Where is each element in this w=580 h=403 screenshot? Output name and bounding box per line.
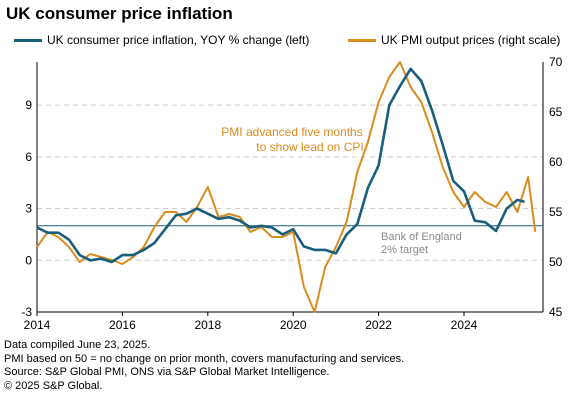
legend-swatch-pmi bbox=[348, 38, 376, 42]
x-tick-label: 2020 bbox=[280, 318, 307, 332]
y-left-tick-label: 0 bbox=[25, 253, 32, 267]
annotation-line2: to show lead on CPI bbox=[256, 140, 363, 154]
y-left-tick-label: 9 bbox=[25, 98, 32, 112]
footnote-copyright: © 2025 S&P Global. bbox=[4, 379, 103, 392]
y-right-tick-label: 50 bbox=[549, 255, 563, 269]
y-right-tick-label: 55 bbox=[549, 205, 563, 219]
legend-item-cpi: UK consumer price inflation, YOY % chang… bbox=[14, 33, 309, 47]
reference-label-line1: Bank of England bbox=[381, 231, 462, 243]
x-tick-label: 2014 bbox=[24, 318, 51, 332]
reference-label-line2: 2% target bbox=[381, 244, 428, 256]
annotation-line1: PMI advanced five months bbox=[221, 125, 362, 139]
legend-swatch-cpi bbox=[14, 38, 42, 42]
legend-label-cpi: UK consumer price inflation, YOY % chang… bbox=[47, 33, 310, 47]
y-right-tick-label: 65 bbox=[549, 105, 563, 119]
chart-legend: UK consumer price inflation, YOY % chang… bbox=[0, 33, 580, 53]
y-left-tick-label: 6 bbox=[25, 150, 32, 164]
x-tick-label: 2022 bbox=[365, 318, 392, 332]
y-right-tick-label: 70 bbox=[549, 55, 563, 69]
y-left-tick-label: 3 bbox=[25, 202, 32, 216]
series-line-pmi bbox=[36, 61, 537, 313]
x-tick-label: 2018 bbox=[194, 318, 221, 332]
legend-label-pmi: UK PMI output prices (right scale) bbox=[381, 33, 561, 47]
footnotes: Data compiled June 23, 2025. PMI based o… bbox=[4, 339, 404, 393]
footnote-source: Source: S&P Global PMI, ONS via S&P Glob… bbox=[4, 366, 330, 378]
x-tick-label: 2016 bbox=[109, 318, 136, 332]
chart-title: UK consumer price inflation bbox=[6, 4, 233, 23]
series-line-cpi bbox=[36, 67, 525, 264]
x-tick-label: 2024 bbox=[451, 318, 478, 332]
footnote-date: Data compiled June 23, 2025. bbox=[4, 339, 151, 351]
legend-item-pmi: UK PMI output prices (right scale) bbox=[348, 33, 560, 47]
footnote-pmi: PMI based on 50 = no change on prior mon… bbox=[4, 352, 405, 365]
chart-svg: -3 0 3 6 9 45 50 55 60 65 70 2014 2016 2018 2020 2022 20… bbox=[21, 55, 563, 332]
y-right-tick-label: 45 bbox=[549, 305, 563, 319]
y-right-tick-label: 60 bbox=[549, 155, 563, 169]
y-left-tick-label: -3 bbox=[21, 305, 32, 319]
